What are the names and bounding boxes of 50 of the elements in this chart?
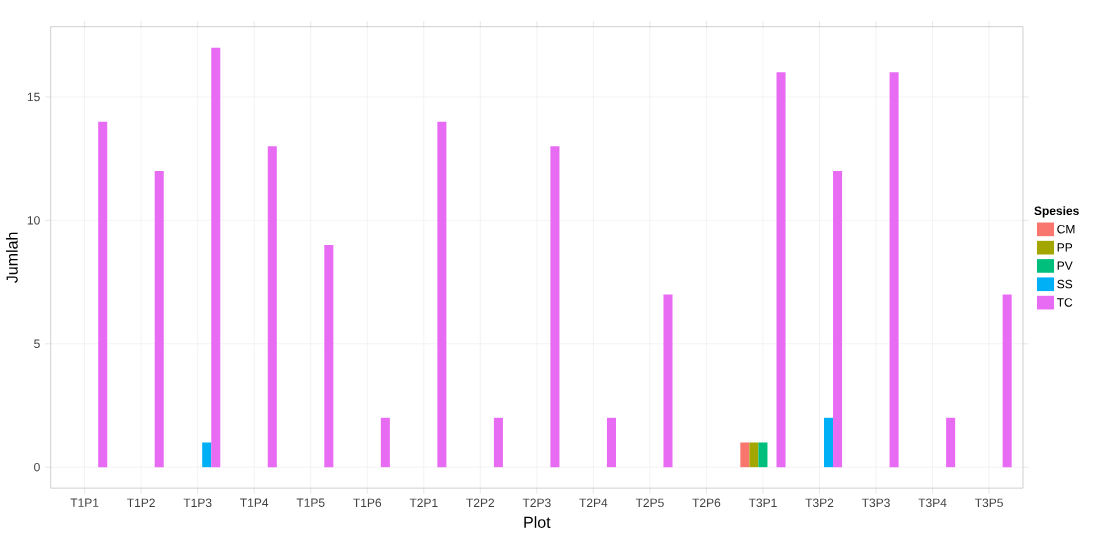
x-tick-label: T1P1 xyxy=(70,498,99,507)
x-tick-label: T2P4 xyxy=(579,498,608,507)
legend-title: Spesies xyxy=(1034,205,1079,218)
bar xyxy=(437,121,447,467)
bar xyxy=(1002,294,1012,467)
x-tick-label: T3P2 xyxy=(805,498,834,507)
bar xyxy=(550,146,560,467)
bar xyxy=(380,417,390,467)
legend-label: PP xyxy=(1057,243,1073,252)
x-tick-label: T3P3 xyxy=(861,498,890,507)
bar xyxy=(98,121,108,467)
x-tick-label: T3P4 xyxy=(918,498,947,507)
bar xyxy=(776,72,786,467)
x-tick-label: T2P1 xyxy=(409,498,438,507)
legend-label: PV xyxy=(1057,261,1073,270)
bar xyxy=(889,72,899,467)
bar xyxy=(154,170,164,467)
bar xyxy=(606,417,616,467)
bar xyxy=(833,170,843,467)
x-tick-label: T1P6 xyxy=(353,498,382,507)
bar xyxy=(758,442,768,467)
x-tick-label: T2P3 xyxy=(522,498,551,507)
x-tick-label: T3P1 xyxy=(748,498,777,507)
y-tick-label: 10 xyxy=(27,215,40,225)
x-tick-label: T1P5 xyxy=(296,498,325,507)
bar xyxy=(740,442,750,467)
bar xyxy=(749,442,759,467)
legend-label: SS xyxy=(1057,279,1073,289)
bar xyxy=(211,47,221,467)
x-tick-label: T2P2 xyxy=(466,498,495,507)
legend-label: TC xyxy=(1056,297,1073,307)
x-tick-label: T1P2 xyxy=(127,498,155,507)
x-tick-label: T2P5 xyxy=(635,498,664,507)
bar xyxy=(267,146,277,467)
y-axis-title: Jumlah xyxy=(6,232,18,283)
x-tick-label: T1P4 xyxy=(240,498,269,507)
bar xyxy=(663,294,673,467)
x-tick-label: T1P3 xyxy=(183,498,212,507)
y-tick-label: 15 xyxy=(27,92,40,101)
y-tick-label: 0 xyxy=(34,462,40,472)
x-axis-title: Plot xyxy=(524,515,551,528)
bar xyxy=(324,244,334,467)
legend-label: CM xyxy=(1057,224,1075,234)
x-tick-label: T3P5 xyxy=(974,498,1003,507)
bar xyxy=(946,417,956,467)
y-tick-label: 5 xyxy=(34,339,40,348)
bar xyxy=(493,417,503,467)
bar xyxy=(202,442,212,467)
bar xyxy=(824,417,834,467)
x-tick-label: T2P6 xyxy=(692,498,721,507)
